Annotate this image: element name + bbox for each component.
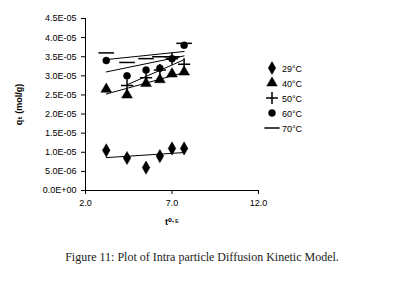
- svg-text:qₜ (mol/g): qₜ (mol/g): [14, 84, 24, 125]
- svg-text:t⁰·⁵: t⁰·⁵: [165, 217, 179, 227]
- svg-text:2.0E-05: 2.0E-05: [45, 109, 77, 119]
- svg-text:60°C: 60°C: [282, 109, 303, 119]
- svg-text:2.5E-05: 2.5E-05: [45, 90, 77, 100]
- svg-text:29°C: 29°C: [282, 64, 303, 74]
- svg-text:5.0E-06: 5.0E-06: [45, 166, 77, 176]
- svg-text:2.0: 2.0: [79, 198, 92, 208]
- html-text:Figure 11: Plot of Intra parti: Figure 11: Plot of Intra particle Diffus…: [65, 250, 339, 264]
- svg-text:1.0E-05: 1.0E-05: [45, 147, 77, 157]
- svg-text:3.0E-05: 3.0E-05: [45, 71, 77, 81]
- svg-text:0.0E+00: 0.0E+00: [43, 185, 77, 195]
- svg-text:1.5E-05: 1.5E-05: [45, 128, 77, 138]
- svg-text:7.0: 7.0: [166, 198, 179, 208]
- svg-text:4.0E-05: 4.0E-05: [45, 32, 77, 42]
- svg-text:3.5E-05: 3.5E-05: [45, 52, 77, 62]
- svg-text:50°C: 50°C: [282, 94, 303, 104]
- svg-text:70°C: 70°C: [282, 124, 303, 134]
- svg-text:12.0: 12.0: [250, 198, 268, 208]
- svg-text:40°C: 40°C: [282, 79, 303, 89]
- svg-text:4.5E-05: 4.5E-05: [45, 13, 77, 23]
